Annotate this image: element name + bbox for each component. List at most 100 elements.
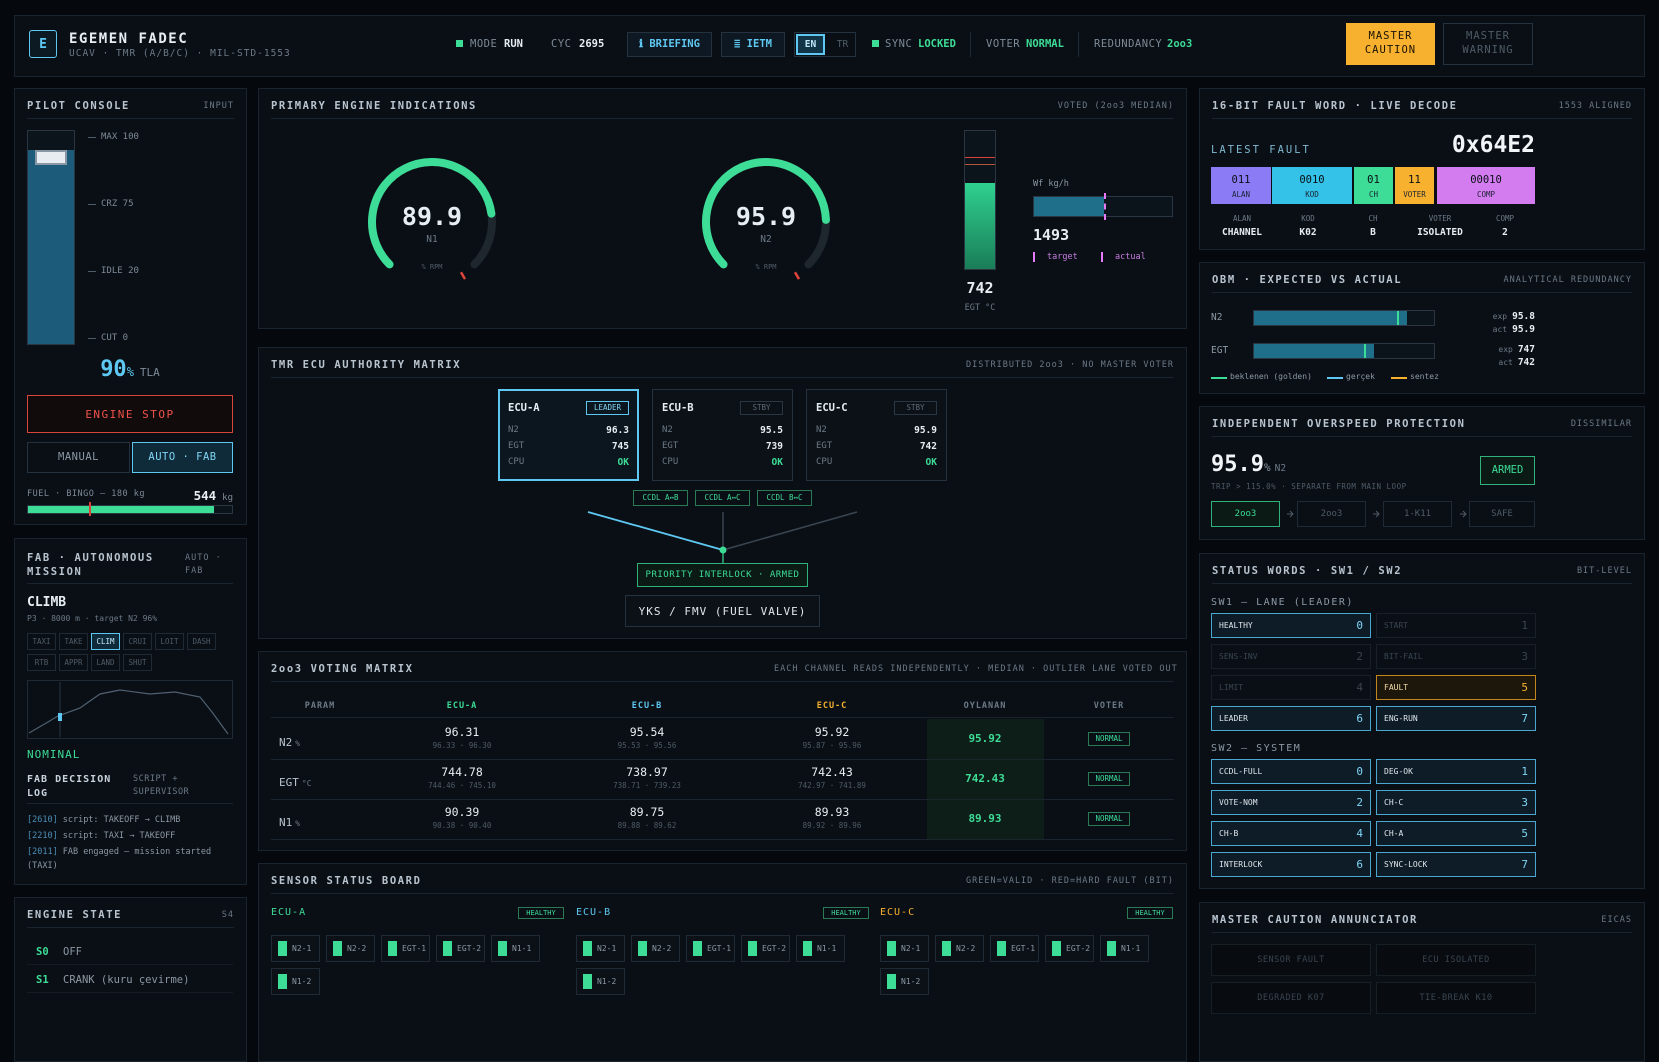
column-header: ECU-B [631, 701, 663, 711]
status-bit [1376, 759, 1536, 784]
status-bit [1211, 759, 1371, 784]
tla-unit: % [126, 365, 134, 379]
separator [970, 32, 971, 57]
status-value: 2695 [579, 38, 605, 50]
field-name: KOD [1305, 190, 1319, 199]
group-status: HEALTHY [1127, 907, 1173, 919]
phase-button[interactable]: DASH [187, 633, 216, 650]
phase-button[interactable]: CRUI [123, 633, 152, 650]
panel-tag: 1553 ALIGNED [1558, 101, 1632, 111]
word-title: SW2 — SYSTEM [1211, 743, 1302, 754]
state-row [27, 940, 233, 965]
voted-value: 95.92 [968, 732, 1002, 745]
row-divider [271, 759, 1174, 760]
exp-label: exp [1498, 345, 1513, 354]
bit-name: CCDL-FULL [1219, 767, 1263, 776]
column-header: VOTER [1093, 701, 1125, 711]
tick-label: MAX 100 [101, 132, 139, 142]
divider [271, 118, 1174, 119]
legend-swatch [1327, 377, 1343, 379]
sensor-led [997, 941, 1006, 956]
ecu-value: 96.3 [606, 425, 629, 436]
mode-button[interactable]: AUTO · FAB [132, 442, 233, 473]
fault-field [1395, 167, 1434, 204]
annunciator-light: TIE-BREAK K10 [1376, 982, 1536, 1014]
header-button[interactable]: ≣ IETM [721, 32, 785, 57]
phase-button[interactable]: APPR [59, 654, 88, 671]
bit-name: INTERLOCK [1219, 860, 1263, 869]
divider [1212, 292, 1632, 293]
voter-status: NORMAL [1088, 812, 1130, 826]
sensor-led [942, 941, 951, 956]
phase-button[interactable]: LOIT [155, 633, 184, 650]
status-label: REDUNDANCY [1094, 38, 1163, 50]
ccdl-link: CCDL B↔C [757, 490, 812, 506]
channel-range: 90.38 · 90.40 [432, 821, 492, 830]
param-cell: N1% [279, 813, 300, 829]
phase-button[interactable]: LAND [91, 654, 120, 671]
ecu-value: 739 [765, 441, 783, 452]
obm-name: N2 [1211, 312, 1223, 323]
bit-index: 3 [1521, 650, 1528, 663]
sensor-label: EGT-2 [762, 944, 787, 953]
bit-name: ENG-RUN [1384, 714, 1418, 723]
ecu-value: OK [617, 457, 629, 468]
bit-name: START [1384, 621, 1409, 630]
panel-tag: ANALYTICAL REDUNDANCY [1503, 275, 1632, 285]
channel-value: 738.97 [626, 765, 668, 779]
language-button[interactable]: EN [796, 34, 825, 55]
sensor-label: N2-2 [347, 944, 367, 953]
fault-field [1211, 167, 1271, 204]
obm-fill [1254, 344, 1374, 358]
mode-button[interactable]: MANUAL [27, 442, 130, 473]
bit-name: CH-B [1219, 829, 1239, 838]
fuel-unit: kg [222, 493, 233, 503]
ecu-card [806, 389, 947, 481]
phase-button[interactable]: SHUT [123, 654, 152, 671]
obm-actual: act 742 [1135, 352, 1535, 368]
master-warning-button[interactable]: MASTER WARNING [1443, 23, 1533, 65]
sensor-label: N1-2 [597, 977, 617, 986]
status-bit [1211, 852, 1371, 877]
throttle-handle[interactable] [35, 150, 67, 165]
language-button[interactable]: TR [836, 38, 849, 50]
language-switch [794, 32, 856, 57]
header-button[interactable]: ℹ BRIEFING [627, 32, 712, 57]
engine-stop-button[interactable]: ENGINE STOP [27, 395, 233, 433]
group-status: HEALTHY [823, 907, 869, 919]
panel-title: PRIMARY ENGINE INDICATIONS [271, 100, 477, 112]
bit-index: 2 [1356, 650, 1363, 663]
panel-title: INDEPENDENT OVERSPEED PROTECTION [1212, 418, 1466, 430]
decode-key: ALAN [1232, 214, 1252, 223]
overspeed-readout: 95.9% N2 [1211, 454, 1286, 476]
overspeed-status: ARMED [1480, 456, 1535, 485]
divider [1212, 436, 1632, 437]
tick-mark [88, 137, 96, 138]
ecu-card [498, 389, 639, 481]
sensor-label: N2-1 [597, 944, 617, 953]
divider [27, 583, 233, 584]
act-value: 742 [1517, 357, 1535, 368]
master-caution-button[interactable]: MASTER CAUTION [1346, 23, 1435, 65]
phase-button[interactable]: TAKE [59, 633, 88, 650]
divider [1212, 932, 1632, 933]
status-bit [1211, 644, 1371, 669]
phase-button[interactable]: RTB [27, 654, 56, 671]
bit-index: 1 [1521, 765, 1528, 778]
phase-button[interactable]: TAXI [27, 633, 56, 650]
field-bits: 011 [1231, 174, 1251, 186]
status-value: NORMAL [1026, 38, 1064, 50]
gauge-name: N2 [760, 234, 772, 245]
tla-readout: 90% TLA [27, 359, 233, 381]
bit-index: 7 [1521, 858, 1528, 871]
phase-button[interactable]: CLIM [91, 633, 120, 650]
ecu-key: EGT [662, 441, 679, 451]
column-header: ECU-A [446, 701, 478, 711]
column-header: PARAM [304, 701, 336, 711]
obm-fill [1254, 311, 1407, 325]
channel-value: 742.43 [811, 765, 853, 779]
app-subtitle: UCAV · TMR (A/B/C) · MIL-STD-1553 [69, 48, 291, 59]
bit-name: DEG-OK [1384, 767, 1413, 776]
exp-label: exp [1492, 312, 1508, 321]
